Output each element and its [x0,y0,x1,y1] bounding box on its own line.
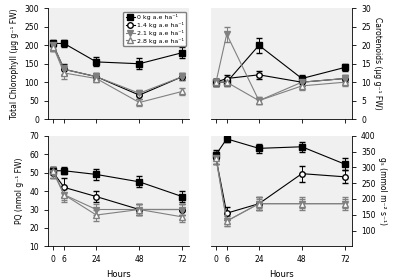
Y-axis label: Total Chlorophyll (μg g⁻¹ FW): Total Chlorophyll (μg g⁻¹ FW) [10,8,19,119]
Legend: 0 kg a.e ha⁻¹, 1.4 kg a.e ha⁻¹, 2.1 kg a.e ha⁻¹, 2.8 kg a.e ha⁻¹: 0 kg a.e ha⁻¹, 1.4 kg a.e ha⁻¹, 2.1 kg a… [123,11,186,46]
X-axis label: Hours: Hours [106,270,131,279]
X-axis label: Hours: Hours [269,270,294,279]
Y-axis label: PQ (nmol g⁻¹ FW): PQ (nmol g⁻¹ FW) [15,158,24,224]
Y-axis label: gₛ (mmol m⁻² s⁻¹): gₛ (mmol m⁻² s⁻¹) [378,157,387,225]
Y-axis label: Carotenoids (μg g⁻¹ FW): Carotenoids (μg g⁻¹ FW) [373,17,382,110]
